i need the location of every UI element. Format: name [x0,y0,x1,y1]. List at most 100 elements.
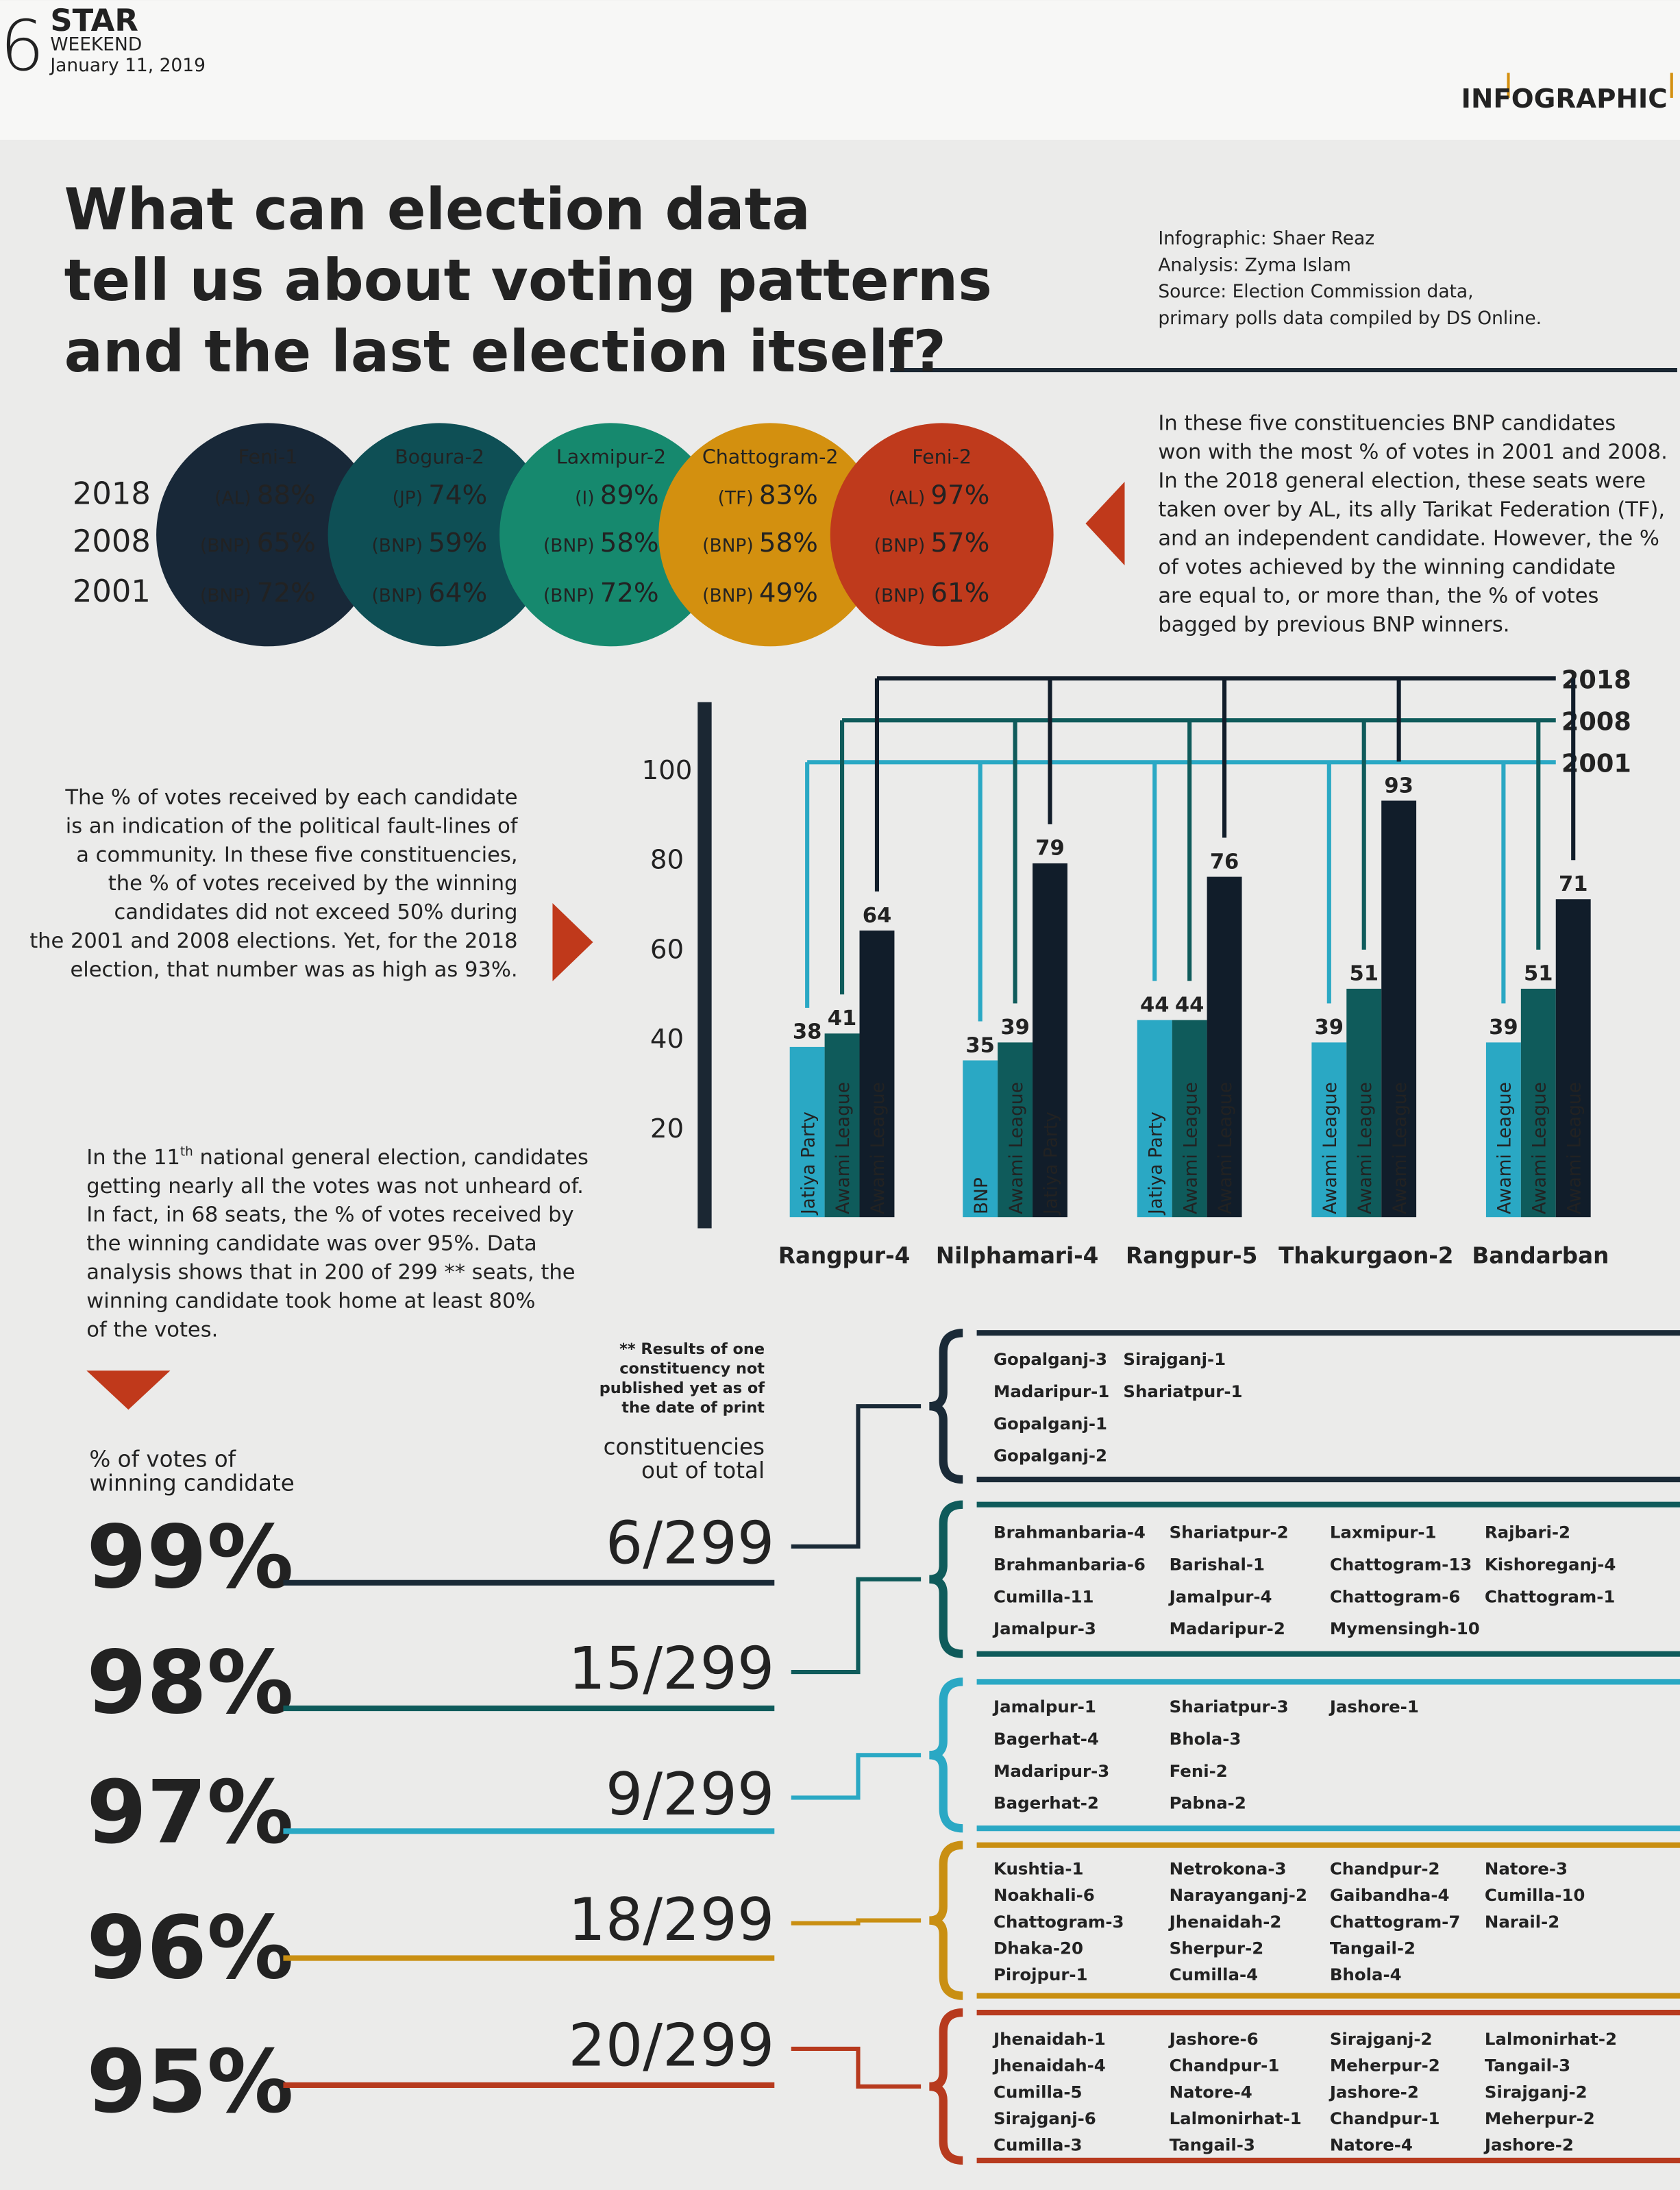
y-tick-label: 100 [642,755,693,786]
bar [1381,800,1417,1218]
seat-count: 9/299 [606,1761,774,1829]
note-line: In the 2018 general election, these seat… [1158,469,1646,493]
note-line: The % of votes received by each candidat… [64,785,517,809]
footnote-line: constituency not [619,1359,765,1377]
seat-name: Kushtia-1 [993,1858,1083,1878]
summary-text: In the 11 [86,1146,180,1170]
party: (BNP) [200,535,251,556]
seat-name: Cumilla-10 [1485,1885,1585,1905]
vote-share: 57% [930,528,989,558]
seat-name: Chattogram-1 [1485,1586,1616,1606]
constituency-circle [830,423,1054,647]
bar-label: 64 [863,904,891,928]
y-tick-label: 80 [650,845,684,876]
summary-line: analysis shows that in 200 of 299 ** sea… [86,1261,575,1285]
bar-label: 44 [1140,993,1170,1017]
party: (BNP) [702,585,754,606]
vote-percent: 99% [86,1507,293,1608]
seat-name: Tangail-3 [1485,2056,1570,2076]
seat-name: Narayanganj-2 [1170,1885,1307,1905]
seat-name: Chattogram-7 [1330,1912,1460,1932]
bar-party: Jatiya Party [798,1111,819,1216]
seat-name: Jashore-6 [1168,2029,1259,2049]
seat-name: Laxmipur-1 [1330,1523,1437,1542]
vote-share: 64% [428,578,487,608]
vote-share: 72% [257,578,316,608]
bar-party: Awami League [832,1082,854,1214]
constituency-name: Feni-2 [912,445,972,468]
summary-line: getting nearly all the votes was not unh… [86,1174,584,1198]
brace [928,1841,963,2000]
bar-party: Awami League [1389,1082,1411,1214]
vote-share: 49% [759,578,818,608]
bar-party: Awami League [1320,1082,1341,1214]
brace [928,2008,963,2165]
party: (TF) [718,488,754,509]
seat-name: Shariatpur-2 [1170,1523,1289,1542]
column-header: out of total [641,1457,765,1484]
page-number: 6 [0,5,45,87]
y-tick-label: 40 [650,1024,684,1055]
seat-name: Sirajganj-2 [1330,2029,1433,2049]
note-line: won with the most % of votes in 2001 and… [1158,441,1667,465]
x-tick-label: Nilphamari-4 [936,1242,1098,1268]
seat-name: Tangail-3 [1170,2135,1255,2155]
summary-line: In the 11th national general election, c… [86,1145,589,1170]
column-header: winning candidate [89,1470,294,1496]
summary-line: winning candidate took home at least 80% [86,1290,535,1314]
credit-line: Source: Election Commission data, [1158,281,1473,302]
connector [791,1404,922,1549]
vote-percent: 96% [86,1897,293,1998]
bar-party: Awami League [1006,1082,1027,1214]
year-label: 2018 [73,476,151,512]
seat-name: Meherpur-2 [1330,2056,1440,2076]
constituency-name: Feni-1 [238,445,298,468]
seat-name: Chattogram-3 [993,1912,1124,1932]
seat-name: Bhola-4 [1330,1965,1402,1984]
seat-count: 6/299 [606,1510,774,1577]
arrow-right [552,902,593,982]
year-label: 2001 [73,573,151,609]
bar-party: BNP [971,1177,992,1214]
vote-share: 97% [930,480,989,511]
arrow-left [1085,481,1125,566]
seat-name: Chandpur-2 [1330,1858,1440,1878]
arrow-down [86,1370,171,1410]
note-line: bagged by previous BNP winners. [1158,613,1509,637]
party: (BNP) [543,535,595,556]
seat-name: Sirajganj-1 [1123,1349,1226,1369]
y-tick-label: 20 [650,1114,684,1144]
vote-share: 58% [759,528,818,558]
bar [1311,1042,1347,1218]
seat-name: Jhenaidah-1 [992,2029,1106,2049]
seat-name: Cumilla-4 [1170,1965,1258,1984]
constituency-name: Chattogram-2 [702,445,839,468]
seat-name: Jamalpur-1 [992,1697,1096,1717]
x-tick-label: Bandarban [1472,1242,1609,1268]
summary-line: of the votes. [86,1318,218,1342]
seat-name: Chattogram-6 [1330,1586,1460,1606]
vote-share: 58% [600,528,659,558]
vote-percent: 97% [86,1762,293,1863]
seat-name: Gopalganj-1 [993,1414,1107,1434]
bar [859,930,895,1218]
seat-name: Natore-4 [1330,2135,1413,2155]
note-line: In these five constituencies BNP candida… [1158,412,1616,436]
seat-name: Lalmonirhat-1 [1170,2108,1302,2128]
connector [791,1753,922,1800]
bar-label: 38 [793,1020,822,1044]
vote-share: 89% [600,480,659,511]
vote-percent: 98% [86,1632,293,1733]
summary-text: national general election, candidates [193,1146,589,1170]
seat-name: Madaripur-2 [1170,1619,1285,1638]
seat-name: Chattogram-13 [1330,1554,1472,1574]
brand: STAR [50,2,138,38]
bar-label: 39 [1489,1016,1518,1039]
column-header: constituencies [604,1434,765,1460]
seat-name: Natore-4 [1170,2082,1252,2102]
note-line: the 2001 and 2008 elections. Yet, for th… [29,929,517,953]
brace [928,1500,963,1658]
seat-name: Barishal-1 [1170,1554,1265,1574]
